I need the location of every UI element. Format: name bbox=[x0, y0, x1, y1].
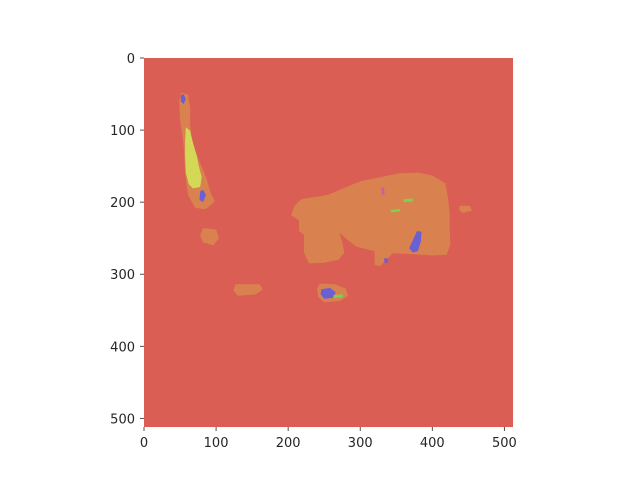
x-tick-label: 200 bbox=[276, 436, 301, 451]
region-leg-spot-blue-1 bbox=[409, 231, 422, 253]
region-green-spot-3 bbox=[333, 294, 343, 298]
region-small-blob-1 bbox=[233, 284, 263, 296]
x-tick-label: 0 bbox=[140, 436, 148, 451]
region-green-spot-1 bbox=[403, 198, 413, 203]
x-tick-label: 100 bbox=[204, 436, 229, 451]
y-tick-label: 0 bbox=[127, 52, 135, 67]
region-tail-spot-blue bbox=[180, 94, 186, 105]
region-pink-spot bbox=[381, 187, 385, 195]
y-axis: 0 100 200 300 400 500 bbox=[110, 52, 144, 427]
region-leg-spot-blue-2 bbox=[384, 258, 389, 263]
region-small-blob-3 bbox=[458, 205, 472, 213]
region-cat-body bbox=[291, 172, 451, 267]
y-tick-label: 100 bbox=[110, 124, 135, 139]
region-tail-tip bbox=[185, 127, 202, 189]
segmentation-regions bbox=[179, 92, 472, 303]
region-paw-spot-blue bbox=[320, 287, 336, 299]
y-tick-label: 200 bbox=[110, 196, 135, 211]
y-tick-label: 300 bbox=[110, 268, 135, 283]
x-tick-label: 400 bbox=[420, 436, 445, 451]
region-base-spot-blue bbox=[199, 189, 206, 203]
x-tick-label: 300 bbox=[348, 436, 373, 451]
y-tick-label: 500 bbox=[110, 412, 135, 427]
x-tick-label: 500 bbox=[492, 436, 517, 451]
x-axis: 0 100 200 300 400 500 bbox=[140, 427, 517, 451]
y-tick-label: 400 bbox=[110, 340, 135, 355]
region-small-blob-2 bbox=[200, 228, 219, 246]
region-green-spot-2 bbox=[390, 208, 401, 213]
